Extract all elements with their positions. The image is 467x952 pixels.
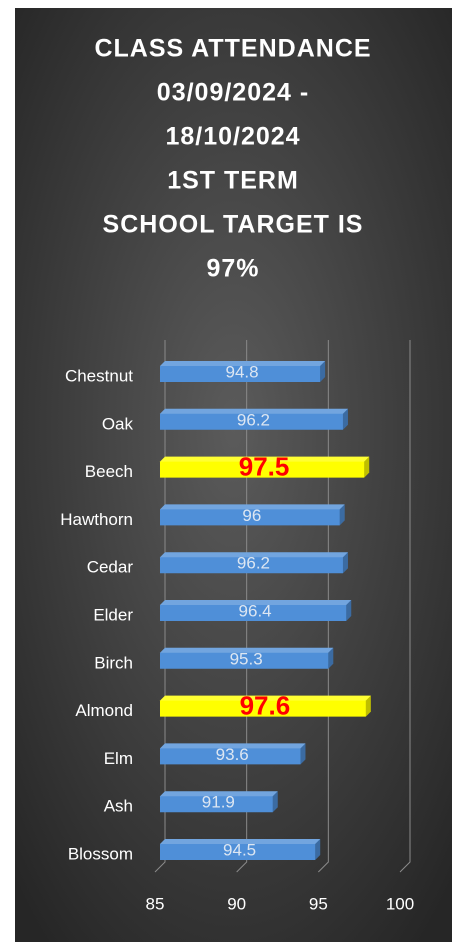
bar-shade [364,456,370,478]
value-label: 96.2 [237,554,270,573]
bar [160,791,278,813]
bar-highlight [160,647,334,653]
bar [160,839,321,860]
chart-title: CLASS ATTENDANCE [94,35,371,63]
bar [160,552,348,574]
y-tick-label: Oak [102,414,134,433]
bar [160,695,371,717]
value-label: 94.8 [225,362,258,381]
grid-line [399,340,411,873]
bar [160,743,306,765]
bar-highlight [160,600,352,605]
bar [160,361,326,382]
bar-shade [272,791,278,813]
x-tick-label: 90 [227,894,246,913]
bar-shade [320,361,326,382]
y-tick-label: Elm [104,749,133,768]
chart-title: 18/10/2024 [165,123,300,151]
y-tick-label: Ash [104,797,133,816]
y-tick-label: Cedar [87,558,134,577]
x-tick-label: 85 [146,894,165,913]
bar-highlight [160,456,370,462]
y-tick-label: Beech [85,462,133,481]
bar-shade [339,504,345,526]
bar-shade [365,695,371,717]
y-tick-label: Birch [94,653,133,672]
bar-shade [346,600,352,621]
chart-title: 1ST TERM [167,167,299,195]
bar-shade [342,552,348,574]
value-label: 91.9 [202,793,235,812]
value-label: 96 [242,506,261,525]
y-tick-label: Hawthorn [60,510,133,529]
bar [160,647,334,669]
y-tick-label: Elder [93,605,133,624]
value-label: 97.5 [239,451,290,481]
bar-highlight [160,504,345,510]
x-tick-label: 95 [309,894,328,913]
bar-shade [328,647,334,669]
bar-highlight [160,361,326,366]
value-label: 93.6 [216,745,249,764]
chart-title: 97% [206,255,259,283]
value-label: 94.5 [223,840,256,859]
bar-highlight [160,408,348,414]
bar-highlight [160,695,371,701]
bar-highlight [160,791,278,797]
bar [160,504,345,526]
value-label: 97.6 [240,690,291,720]
y-tick-label: Chestnut [65,366,133,385]
y-tick-label: Blossom [68,844,133,863]
x-tick-label: 100 [386,894,414,913]
bar-highlight [160,743,306,749]
chart-title: 03/09/2024 - [157,79,309,107]
bar [160,456,370,478]
bar-shade [300,743,306,765]
bar-highlight [160,552,348,558]
bar-shade [342,408,348,430]
chart-title: SCHOOL TARGET IS [103,211,364,239]
value-label: 96.2 [237,410,270,429]
bar-highlight [160,839,321,844]
value-label: 95.3 [230,649,263,668]
bar-shade [315,839,321,860]
bar [160,408,348,430]
y-tick-label: Almond [75,701,133,720]
bar [160,600,352,621]
value-label: 96.4 [239,601,272,620]
